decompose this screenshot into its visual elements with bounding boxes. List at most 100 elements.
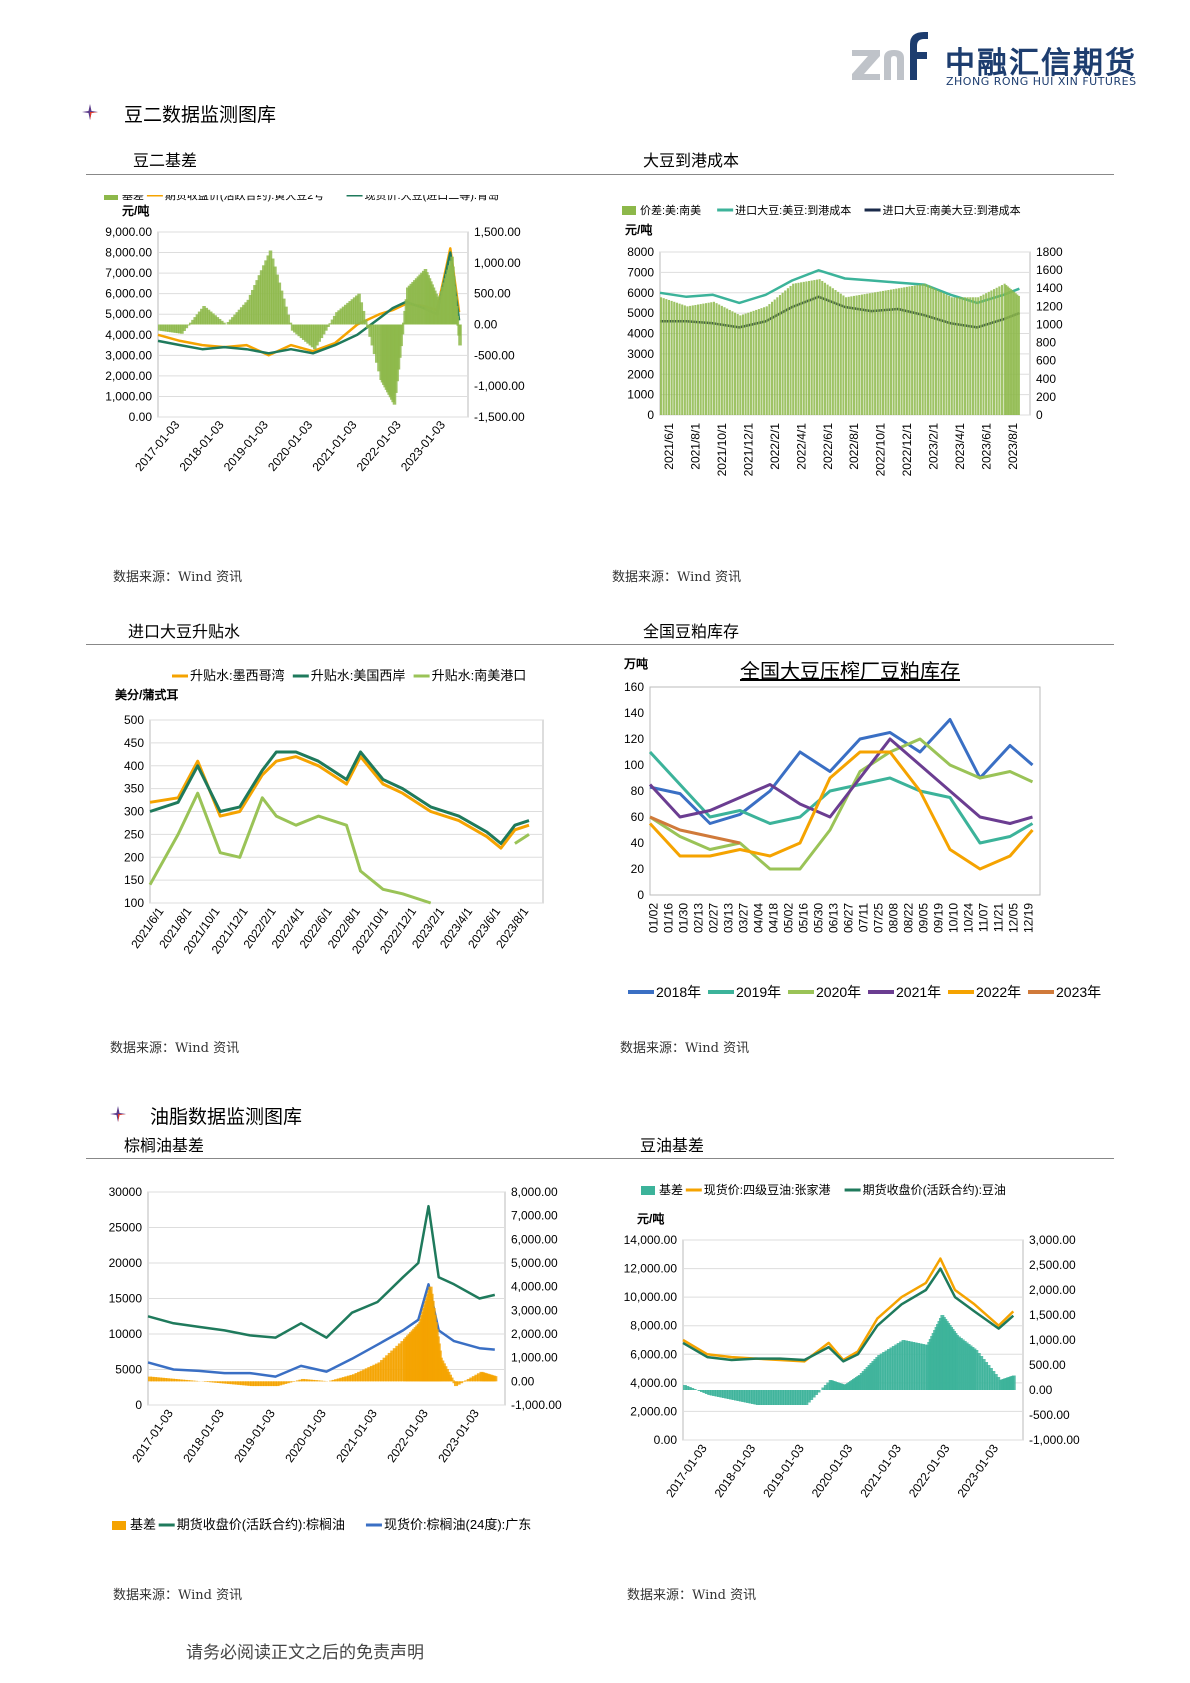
bar bbox=[357, 293, 361, 325]
bar bbox=[911, 1342, 916, 1390]
bar bbox=[186, 324, 191, 326]
bar bbox=[295, 1380, 300, 1382]
y-tick-label: 0 bbox=[135, 1398, 142, 1412]
bar bbox=[148, 1376, 153, 1382]
bar bbox=[736, 1390, 741, 1401]
x-tick-label: 2017-01-03 bbox=[129, 1406, 176, 1465]
bar bbox=[272, 1381, 278, 1387]
bar bbox=[458, 324, 462, 346]
y2-tick-label: 8,000.00 bbox=[511, 1185, 558, 1199]
bar bbox=[313, 324, 317, 350]
x-tick-label: 12/19 bbox=[1022, 903, 1036, 933]
bar bbox=[181, 1379, 186, 1382]
bar bbox=[874, 292, 877, 415]
bar bbox=[752, 310, 755, 415]
y-tick-label: 0 bbox=[637, 888, 644, 902]
y2-tick-label: 1,000.00 bbox=[511, 1351, 558, 1365]
x-tick-label: 2022/6/1 bbox=[821, 423, 835, 470]
bar bbox=[265, 1381, 270, 1387]
bar bbox=[694, 304, 697, 415]
y-axis-label: 元/吨 bbox=[625, 222, 652, 237]
series-line bbox=[649, 718, 1034, 825]
bar bbox=[165, 1378, 170, 1382]
bar bbox=[765, 306, 768, 415]
x-tick-label: 2023/8/1 bbox=[1006, 423, 1020, 470]
bar bbox=[728, 309, 731, 415]
bar bbox=[364, 1368, 369, 1382]
bar bbox=[747, 312, 750, 415]
y-tick-label: 80 bbox=[631, 784, 645, 798]
bar bbox=[855, 295, 858, 415]
x-tick-label: 2023-01-03 bbox=[398, 418, 448, 474]
legend-label: 基差 bbox=[122, 195, 144, 202]
bar bbox=[823, 282, 826, 415]
x-tick-label: 2019-01-03 bbox=[221, 418, 271, 474]
bar bbox=[215, 317, 220, 325]
bar bbox=[170, 1378, 176, 1382]
bar bbox=[913, 285, 916, 415]
bar bbox=[359, 1370, 364, 1382]
bar bbox=[865, 1367, 870, 1390]
bar bbox=[718, 304, 721, 415]
bar bbox=[876, 291, 879, 415]
bar bbox=[858, 295, 861, 415]
x-tick-label: 2022/10/1 bbox=[874, 423, 888, 477]
bar bbox=[316, 1380, 321, 1382]
legend-label: 升贴水:美国西岸 bbox=[311, 668, 406, 683]
y-tick-label: 140 bbox=[624, 706, 644, 720]
y-tick-label: 9,000.00 bbox=[105, 225, 152, 239]
bar bbox=[763, 307, 766, 415]
bar bbox=[330, 319, 335, 325]
bar bbox=[341, 1377, 346, 1382]
source-note: 数据来源：Wind 资讯 bbox=[113, 570, 243, 585]
bar bbox=[385, 1355, 390, 1382]
y2-tick-label: 0.00 bbox=[474, 318, 498, 332]
bar bbox=[177, 324, 182, 334]
bar bbox=[852, 295, 856, 415]
x-tick-label: 09/19 bbox=[932, 903, 946, 933]
bar bbox=[335, 312, 339, 325]
bar bbox=[297, 324, 302, 337]
y2-tick-label: 800 bbox=[1036, 336, 1056, 350]
bar bbox=[244, 302, 248, 325]
bar bbox=[270, 1381, 275, 1387]
bar bbox=[158, 324, 162, 331]
bar bbox=[392, 1348, 397, 1382]
bar bbox=[670, 300, 673, 415]
bar bbox=[704, 303, 708, 415]
y-tick-label: 6,000.00 bbox=[105, 287, 152, 301]
x-tick-label: 01/02 bbox=[647, 903, 661, 933]
bar bbox=[337, 310, 341, 325]
chart-soy2-basis: 9,000.00 8,000.00 7,000.00 6,000.00 5,000.00… bbox=[104, 195, 525, 474]
bar bbox=[324, 324, 328, 331]
bar bbox=[464, 1380, 469, 1382]
bar bbox=[466, 1378, 471, 1382]
bar bbox=[1011, 290, 1014, 415]
x-tick-label: 11/21 bbox=[992, 903, 1006, 932]
bar bbox=[361, 310, 366, 325]
bar bbox=[1006, 286, 1009, 415]
bar bbox=[660, 297, 663, 415]
bar bbox=[286, 314, 290, 325]
bar bbox=[334, 1379, 339, 1382]
bar bbox=[896, 1343, 901, 1390]
y2-tick-label: 500.00 bbox=[474, 287, 511, 301]
section-bullet-icon bbox=[82, 104, 98, 120]
bar bbox=[697, 1390, 702, 1391]
x-tick-label: 2018-01-03 bbox=[177, 418, 227, 474]
bar bbox=[285, 1381, 290, 1384]
bar bbox=[826, 1382, 831, 1390]
bar bbox=[757, 309, 760, 415]
bar bbox=[847, 296, 850, 415]
bar bbox=[374, 1363, 380, 1382]
bar bbox=[987, 291, 990, 415]
bar bbox=[813, 280, 816, 415]
bar bbox=[262, 265, 266, 325]
bar bbox=[751, 1390, 755, 1404]
bar bbox=[731, 1390, 736, 1400]
bar bbox=[753, 1390, 758, 1405]
y-tick-label: 3000 bbox=[627, 347, 654, 361]
chart-palm-basis: 30000 25000 20000 15000 10000 5000 0 8,000.00 7,… bbox=[109, 1185, 562, 1532]
bar bbox=[678, 303, 681, 415]
bar bbox=[773, 299, 776, 415]
